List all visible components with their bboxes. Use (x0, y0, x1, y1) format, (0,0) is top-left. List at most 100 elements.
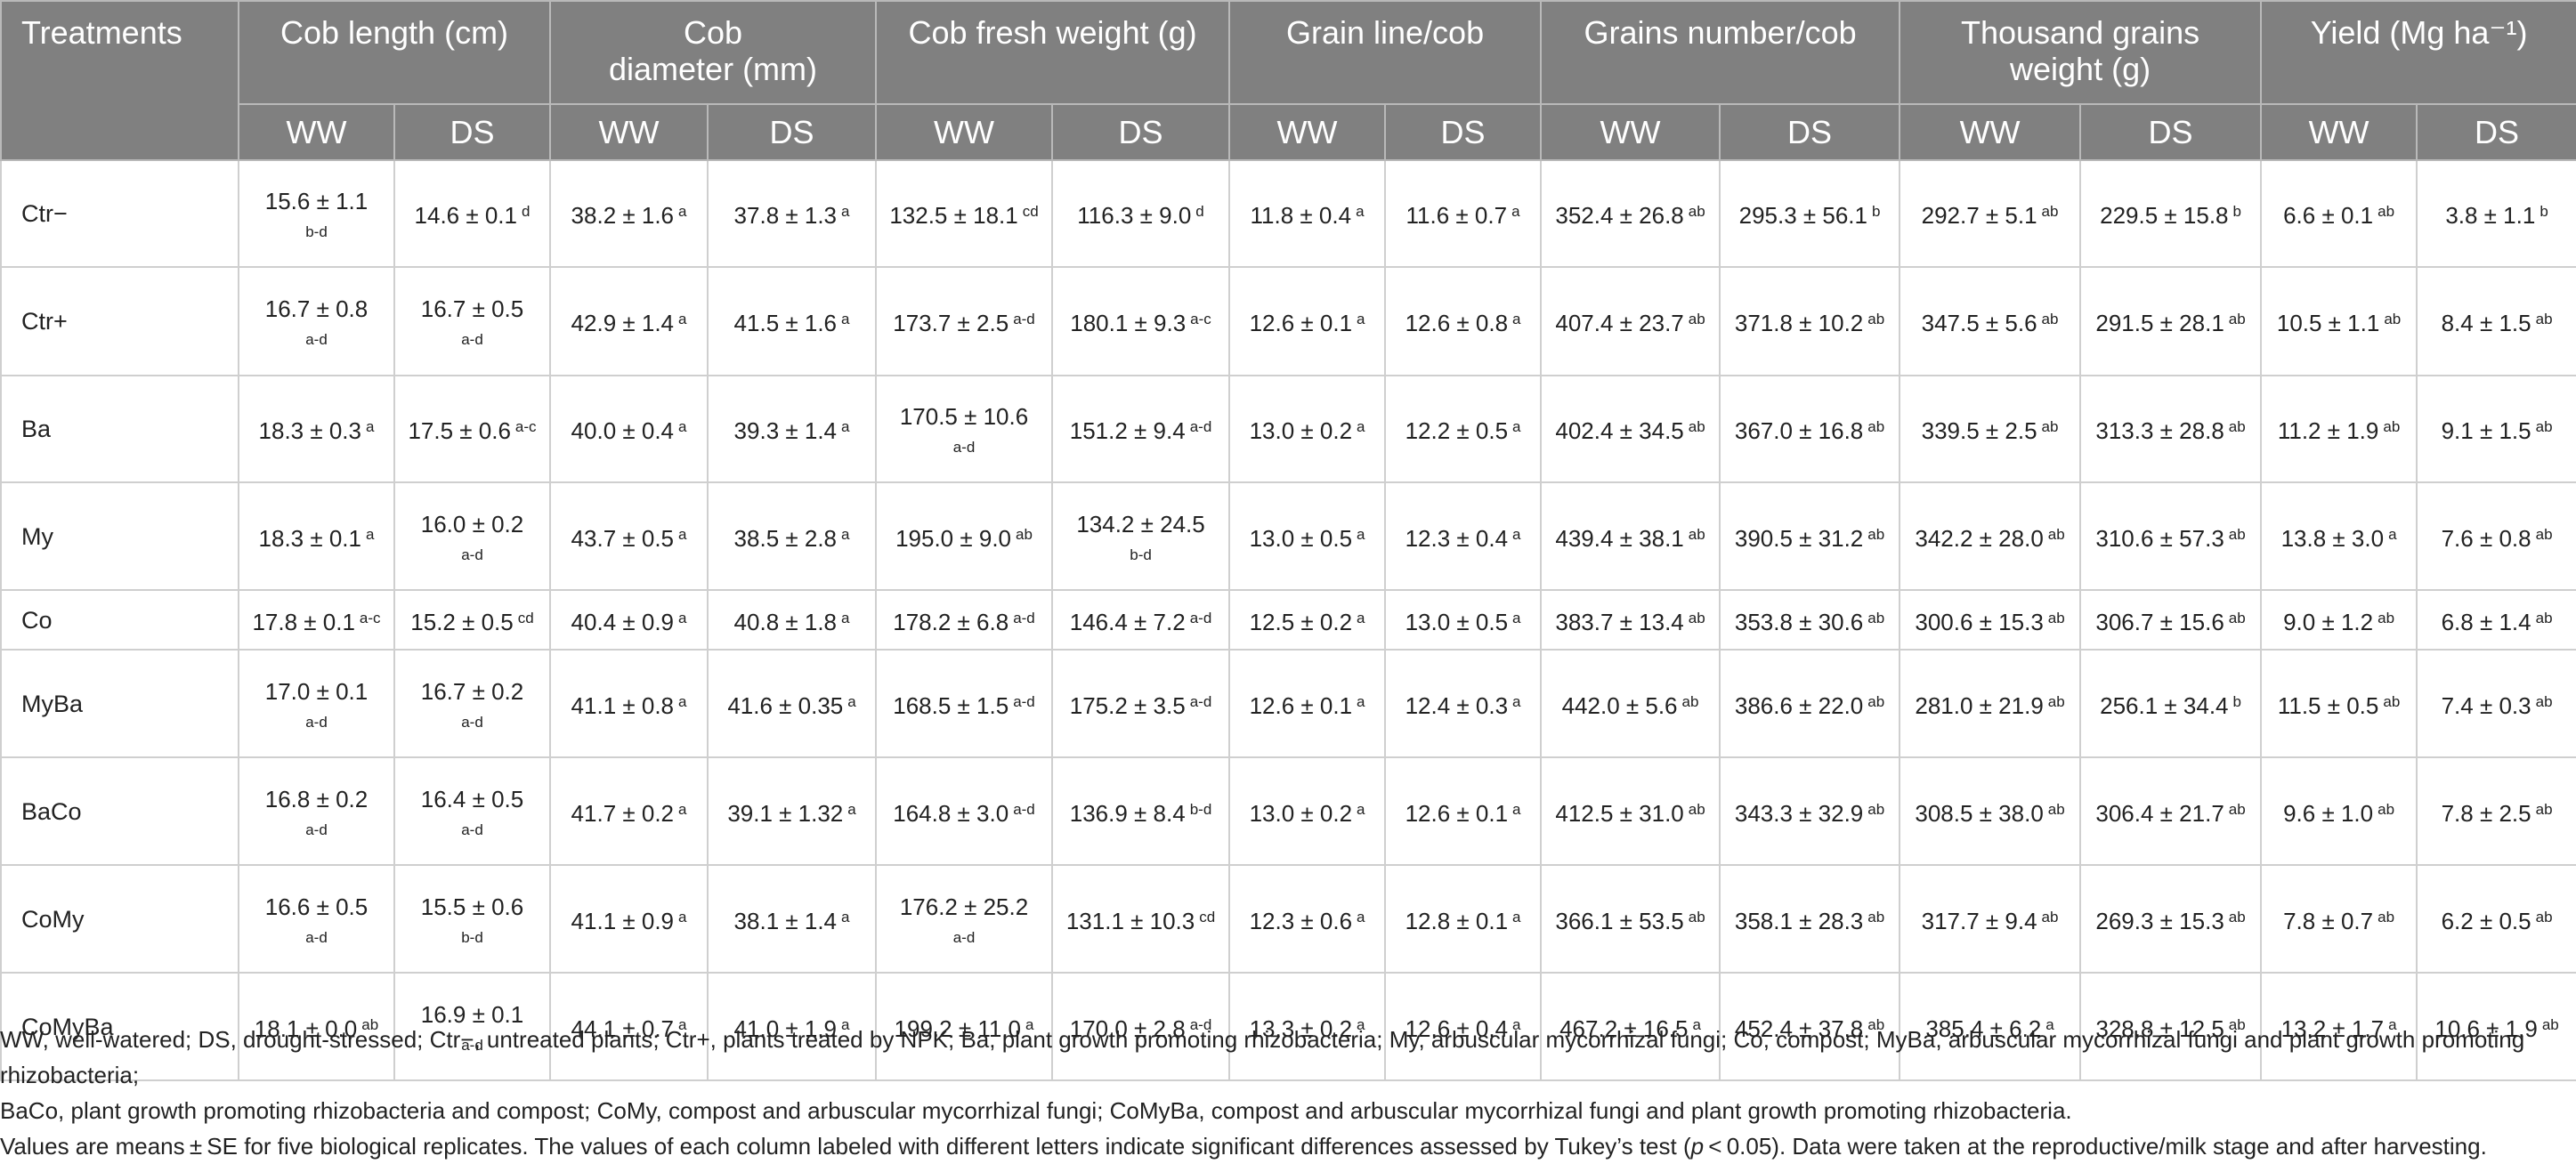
table-cell: 402.4 ± 34.5 ab (1540, 375, 1721, 483)
cell-value: 11.5 ± 0.5 (2277, 691, 2379, 719)
table-cell: 353.8 ± 30.6 ab (1719, 589, 1901, 651)
significance-letter: a (1511, 203, 1520, 220)
significance-letter: a (678, 525, 687, 543)
cell-value: 439.4 ± 38.1 (1555, 524, 1684, 552)
table-cell: 7.6 ± 0.8 ab (2416, 481, 2576, 591)
treatment-name: Ctr− (0, 159, 239, 268)
significance-letter: a (678, 418, 687, 435)
header-group: Grain line/cob (1228, 0, 1543, 105)
table-cell: 452.4 ± 37.8 ab (1719, 972, 1901, 1081)
table-cell: 41.7 ± 0.2 a (549, 756, 709, 866)
significance-letter: d (522, 203, 531, 220)
cell-value: 7.8 ± 2.5 (2441, 799, 2531, 827)
cell-value: 12.6 ± 0.1 (1405, 799, 1509, 827)
table-cell: 12.6 ± 0.1 a (1228, 649, 1387, 758)
cell-value: 16.6 ± 0.5 (264, 893, 369, 920)
significance-letter: ab (2535, 800, 2553, 818)
header-group: Cob diameter (mm) (549, 0, 878, 105)
table-cell: 269.3 ± 15.3 ab (2079, 864, 2263, 974)
significance-letter: a (678, 203, 687, 220)
cell-value: 358.1 ± 28.3 (1734, 907, 1864, 934)
table-cell: 10.5 ± 1.1 ab (2260, 266, 2418, 376)
table-cell: 41.6 ± 0.35 a (707, 649, 878, 758)
treatment-name: CoMy (0, 864, 239, 974)
cell-value: 18.1 ± 0.0 (254, 1014, 358, 1042)
table-cell: 9.1 ± 1.5 ab (2416, 375, 2576, 483)
cell-value: 229.5 ± 15.8 (2100, 202, 2229, 229)
cell-value: 151.2 ± 9.4 (1069, 417, 1186, 444)
footnote-statistics: Values are means ± SE for five biologica… (0, 1128, 2576, 1164)
cell-value: 16.9 ± 0.1 (420, 1000, 524, 1028)
table-cell: 16.4 ± 0.5 a-d (393, 756, 552, 866)
significance-letter: ab (1688, 311, 1705, 327)
significance-letter: a (678, 1015, 687, 1033)
table-cell: 412.5 ± 31.0 ab (1540, 756, 1721, 866)
table-row: My 18.3 ± 0.1 a 16.0 ± 0.2 a-d 43.7 ± 0.5 a 38.… (0, 481, 2576, 591)
cell-value: 342.2 ± 28.0 (1915, 524, 2044, 552)
table-cell: 291.5 ± 28.1 ab (2079, 266, 2263, 376)
table-cell: 442.0 ± 5.6 ab (1540, 649, 1721, 758)
cell-value: 164.8 ± 3.0 (893, 799, 1009, 827)
cell-value: 7.6 ± 0.8 (2441, 524, 2531, 552)
table-cell: 18.1 ± 0.0 ab (238, 972, 395, 1081)
cell-value: 13.0 ± 0.2 (1249, 799, 1353, 827)
significance-letter: b-d (461, 928, 483, 946)
treatment-name: BaCo (0, 756, 239, 866)
cell-value: 41.1 ± 0.9 (571, 907, 675, 934)
significance-letter: ab (1867, 800, 1885, 818)
table-cell: 328.8 ± 12.5 ab (2079, 972, 2263, 1081)
table-cell: 13.0 ± 0.5 a (1228, 481, 1387, 591)
table-cell: 16.9 ± 0.1 a-d (393, 972, 552, 1081)
header-ds: DS (1051, 103, 1231, 161)
cell-value: 39.3 ± 1.4 (733, 417, 838, 444)
cell-value: 12.6 ± 0.8 (1405, 310, 1509, 336)
table-cell: 467.2 ± 16.5 a (1540, 972, 1721, 1081)
table-cell: 256.1 ± 34.4 b (2079, 649, 2263, 758)
cell-value: 16.7 ± 0.8 (264, 295, 369, 322)
cell-value: 17.8 ± 0.1 (252, 608, 355, 635)
header-ds: DS (1719, 103, 1901, 161)
table-cell: 199.2 ± 11.0 a (875, 972, 1054, 1081)
table-cell: 11.2 ± 1.9 ab (2260, 375, 2418, 483)
cell-value: 12.6 ± 0.4 (1405, 1014, 1509, 1042)
table-cell: 37.8 ± 1.3 a (707, 159, 878, 268)
significance-letter: a-d (1189, 418, 1212, 435)
significance-letter: ab (1016, 525, 1033, 543)
cell-value: 442.0 ± 5.6 (1561, 691, 1678, 719)
cell-value: 13.2 ± 1.7 (2280, 1014, 2385, 1042)
significance-letter: b-d (305, 223, 328, 240)
header-group-label: Cob (683, 14, 743, 51)
significance-letter: a (1357, 1015, 1365, 1033)
table-cell: 310.6 ± 57.3 ab (2079, 481, 2263, 591)
table-row: CoMy 16.6 ± 0.5 a-d 15.5 ± 0.6 b-d 41.1 ± 0.9… (0, 864, 2576, 974)
significance-letter: ab (2535, 609, 2553, 626)
significance-letter: b (1872, 203, 1881, 220)
cell-value: 38.1 ± 1.4 (733, 907, 838, 934)
cell-value: 15.5 ± 0.6 (420, 893, 524, 920)
cell-value: 42.9 ± 1.4 (571, 310, 675, 336)
significance-letter: ab (2378, 908, 2395, 926)
cell-value: 3.8 ± 1.1 (2445, 202, 2536, 229)
table-cell: 41.1 ± 0.9 a (549, 864, 709, 974)
significance-letter: a-c (1190, 311, 1211, 327)
header-ww: WW (1228, 103, 1387, 161)
cell-value: 40.8 ± 1.8 (733, 608, 838, 635)
footnote-statistics-text: Values are means ± SE for five biologica… (0, 1133, 1691, 1160)
cell-value: 15.2 ± 0.5 (410, 608, 514, 635)
table-cell: 15.6 ± 1.1 b-d (238, 159, 395, 268)
significance-letter: a-d (1189, 1015, 1212, 1033)
significance-letter: a (1357, 418, 1365, 435)
cell-value: 12.6 ± 0.1 (1249, 310, 1353, 336)
cell-value: 43.7 ± 0.5 (571, 524, 675, 552)
treatment-name: MyBa (0, 649, 239, 758)
cell-value: 367.0 ± 16.8 (1734, 417, 1864, 444)
significance-letter: a (1356, 203, 1365, 220)
significance-letter: ab (1867, 1015, 1885, 1033)
cell-value: 176.2 ± 25.2 (899, 893, 1029, 920)
cell-value: 16.0 ± 0.2 (420, 510, 524, 538)
header-group-label: Cob length (cm) (279, 14, 509, 51)
cell-value: 295.3 ± 56.1 (1738, 202, 1867, 229)
significance-letter: a (1357, 609, 1365, 626)
cell-value: 9.6 ± 1.0 (2283, 799, 2374, 827)
table-cell: 300.6 ± 15.3 ab (1899, 589, 2082, 651)
